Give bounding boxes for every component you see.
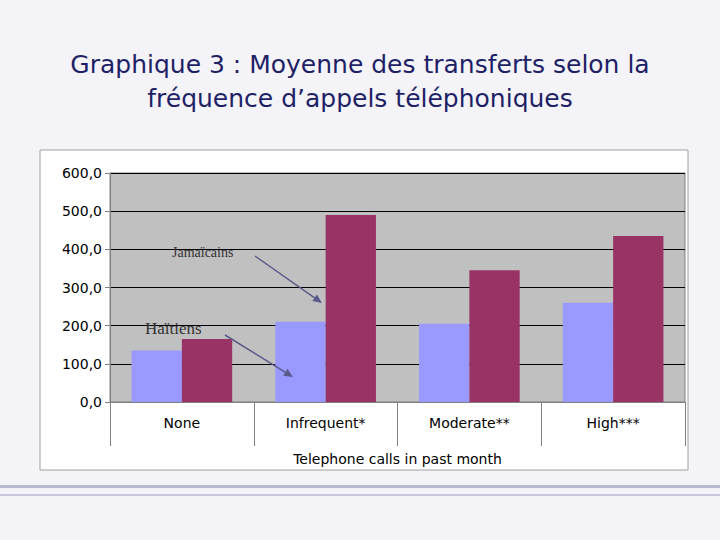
svg-text:200,0: 200,0	[62, 318, 102, 334]
svg-text:High***: High***	[587, 415, 640, 431]
html-text:Graphique 3 : Moyenne des tran: Graphique 3 : Moyenne des transferts sel…	[70, 50, 650, 113]
svg-text:100,0: 100,0	[62, 356, 102, 372]
svg-text:Moderate**: Moderate**	[429, 415, 510, 431]
svg-text:600,0: 600,0	[62, 165, 102, 181]
svg-text:300,0: 300,0	[62, 280, 102, 296]
svg-text:0,0: 0,0	[80, 394, 102, 410]
svg-text:Infrequent*: Infrequent*	[286, 415, 366, 431]
svg-text:None: None	[164, 415, 201, 431]
svg-text:500,0: 500,0	[62, 203, 102, 219]
svg-text:400,0: 400,0	[62, 241, 102, 257]
svg-text:Jamaïcains: Jamaïcains	[172, 245, 233, 260]
svg-text:Telephone calls in past month: Telephone calls in past month	[292, 451, 502, 467]
svg-text:Haïtiens: Haïtiens	[145, 319, 202, 338]
